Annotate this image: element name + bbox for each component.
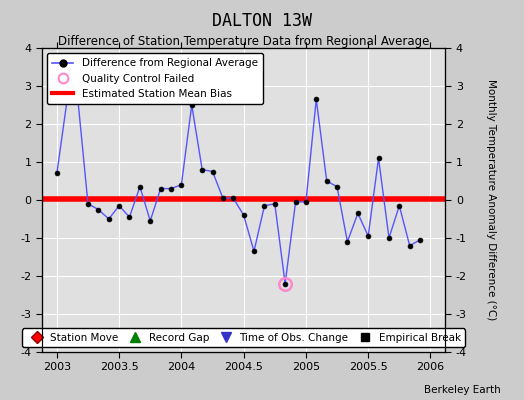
Difference from Regional Average (157, 186, 163, 191)
Difference from Regional Average (396, 203, 402, 208)
Difference from Regional Average (282, 281, 288, 286)
Difference from Regional Average (126, 215, 133, 220)
Text: Berkeley Earth: Berkeley Earth (424, 385, 500, 395)
Difference from Regional Average (344, 239, 351, 244)
Difference from Regional Average (74, 95, 81, 100)
Difference from Regional Average (54, 171, 60, 176)
Legend: Station Move, Record Gap, Time of Obs. Change, Empirical Break: Station Move, Record Gap, Time of Obs. C… (23, 328, 465, 347)
Difference from Regional Average (303, 200, 309, 204)
Difference from Regional Average (95, 207, 102, 212)
Text: DALTON 13W: DALTON 13W (212, 12, 312, 30)
Difference from Regional Average (386, 236, 392, 240)
Difference from Regional Average (271, 202, 278, 206)
Difference from Regional Average (313, 97, 320, 102)
Difference from Regional Average (355, 211, 361, 216)
Difference from Regional Average (199, 167, 205, 172)
Title: Difference of Station Temperature Data from Regional Average: Difference of Station Temperature Data f… (58, 35, 429, 48)
Difference from Regional Average (324, 178, 330, 183)
Difference from Regional Average (251, 249, 257, 254)
Difference from Regional Average (375, 156, 381, 160)
Difference from Regional Average (178, 182, 184, 187)
Difference from Regional Average (64, 97, 70, 102)
Difference from Regional Average (417, 238, 423, 242)
Difference from Regional Average (220, 196, 226, 200)
Line: Difference from Regional Average: Difference from Regional Average (54, 95, 422, 286)
Difference from Regional Average (241, 213, 247, 218)
Difference from Regional Average (365, 234, 372, 238)
Difference from Regional Average (116, 203, 122, 208)
Difference from Regional Average (407, 243, 413, 248)
Difference from Regional Average (334, 184, 340, 189)
Difference from Regional Average (261, 203, 268, 208)
Difference from Regional Average (292, 200, 299, 204)
Difference from Regional Average (106, 217, 112, 222)
Difference from Regional Average (137, 184, 143, 189)
Y-axis label: Monthly Temperature Anomaly Difference (°C): Monthly Temperature Anomaly Difference (… (486, 79, 496, 321)
Difference from Regional Average (147, 218, 154, 223)
Difference from Regional Average (168, 186, 174, 191)
Difference from Regional Average (189, 102, 195, 107)
Difference from Regional Average (210, 169, 216, 174)
Difference from Regional Average (230, 196, 236, 200)
Difference from Regional Average (85, 202, 91, 206)
